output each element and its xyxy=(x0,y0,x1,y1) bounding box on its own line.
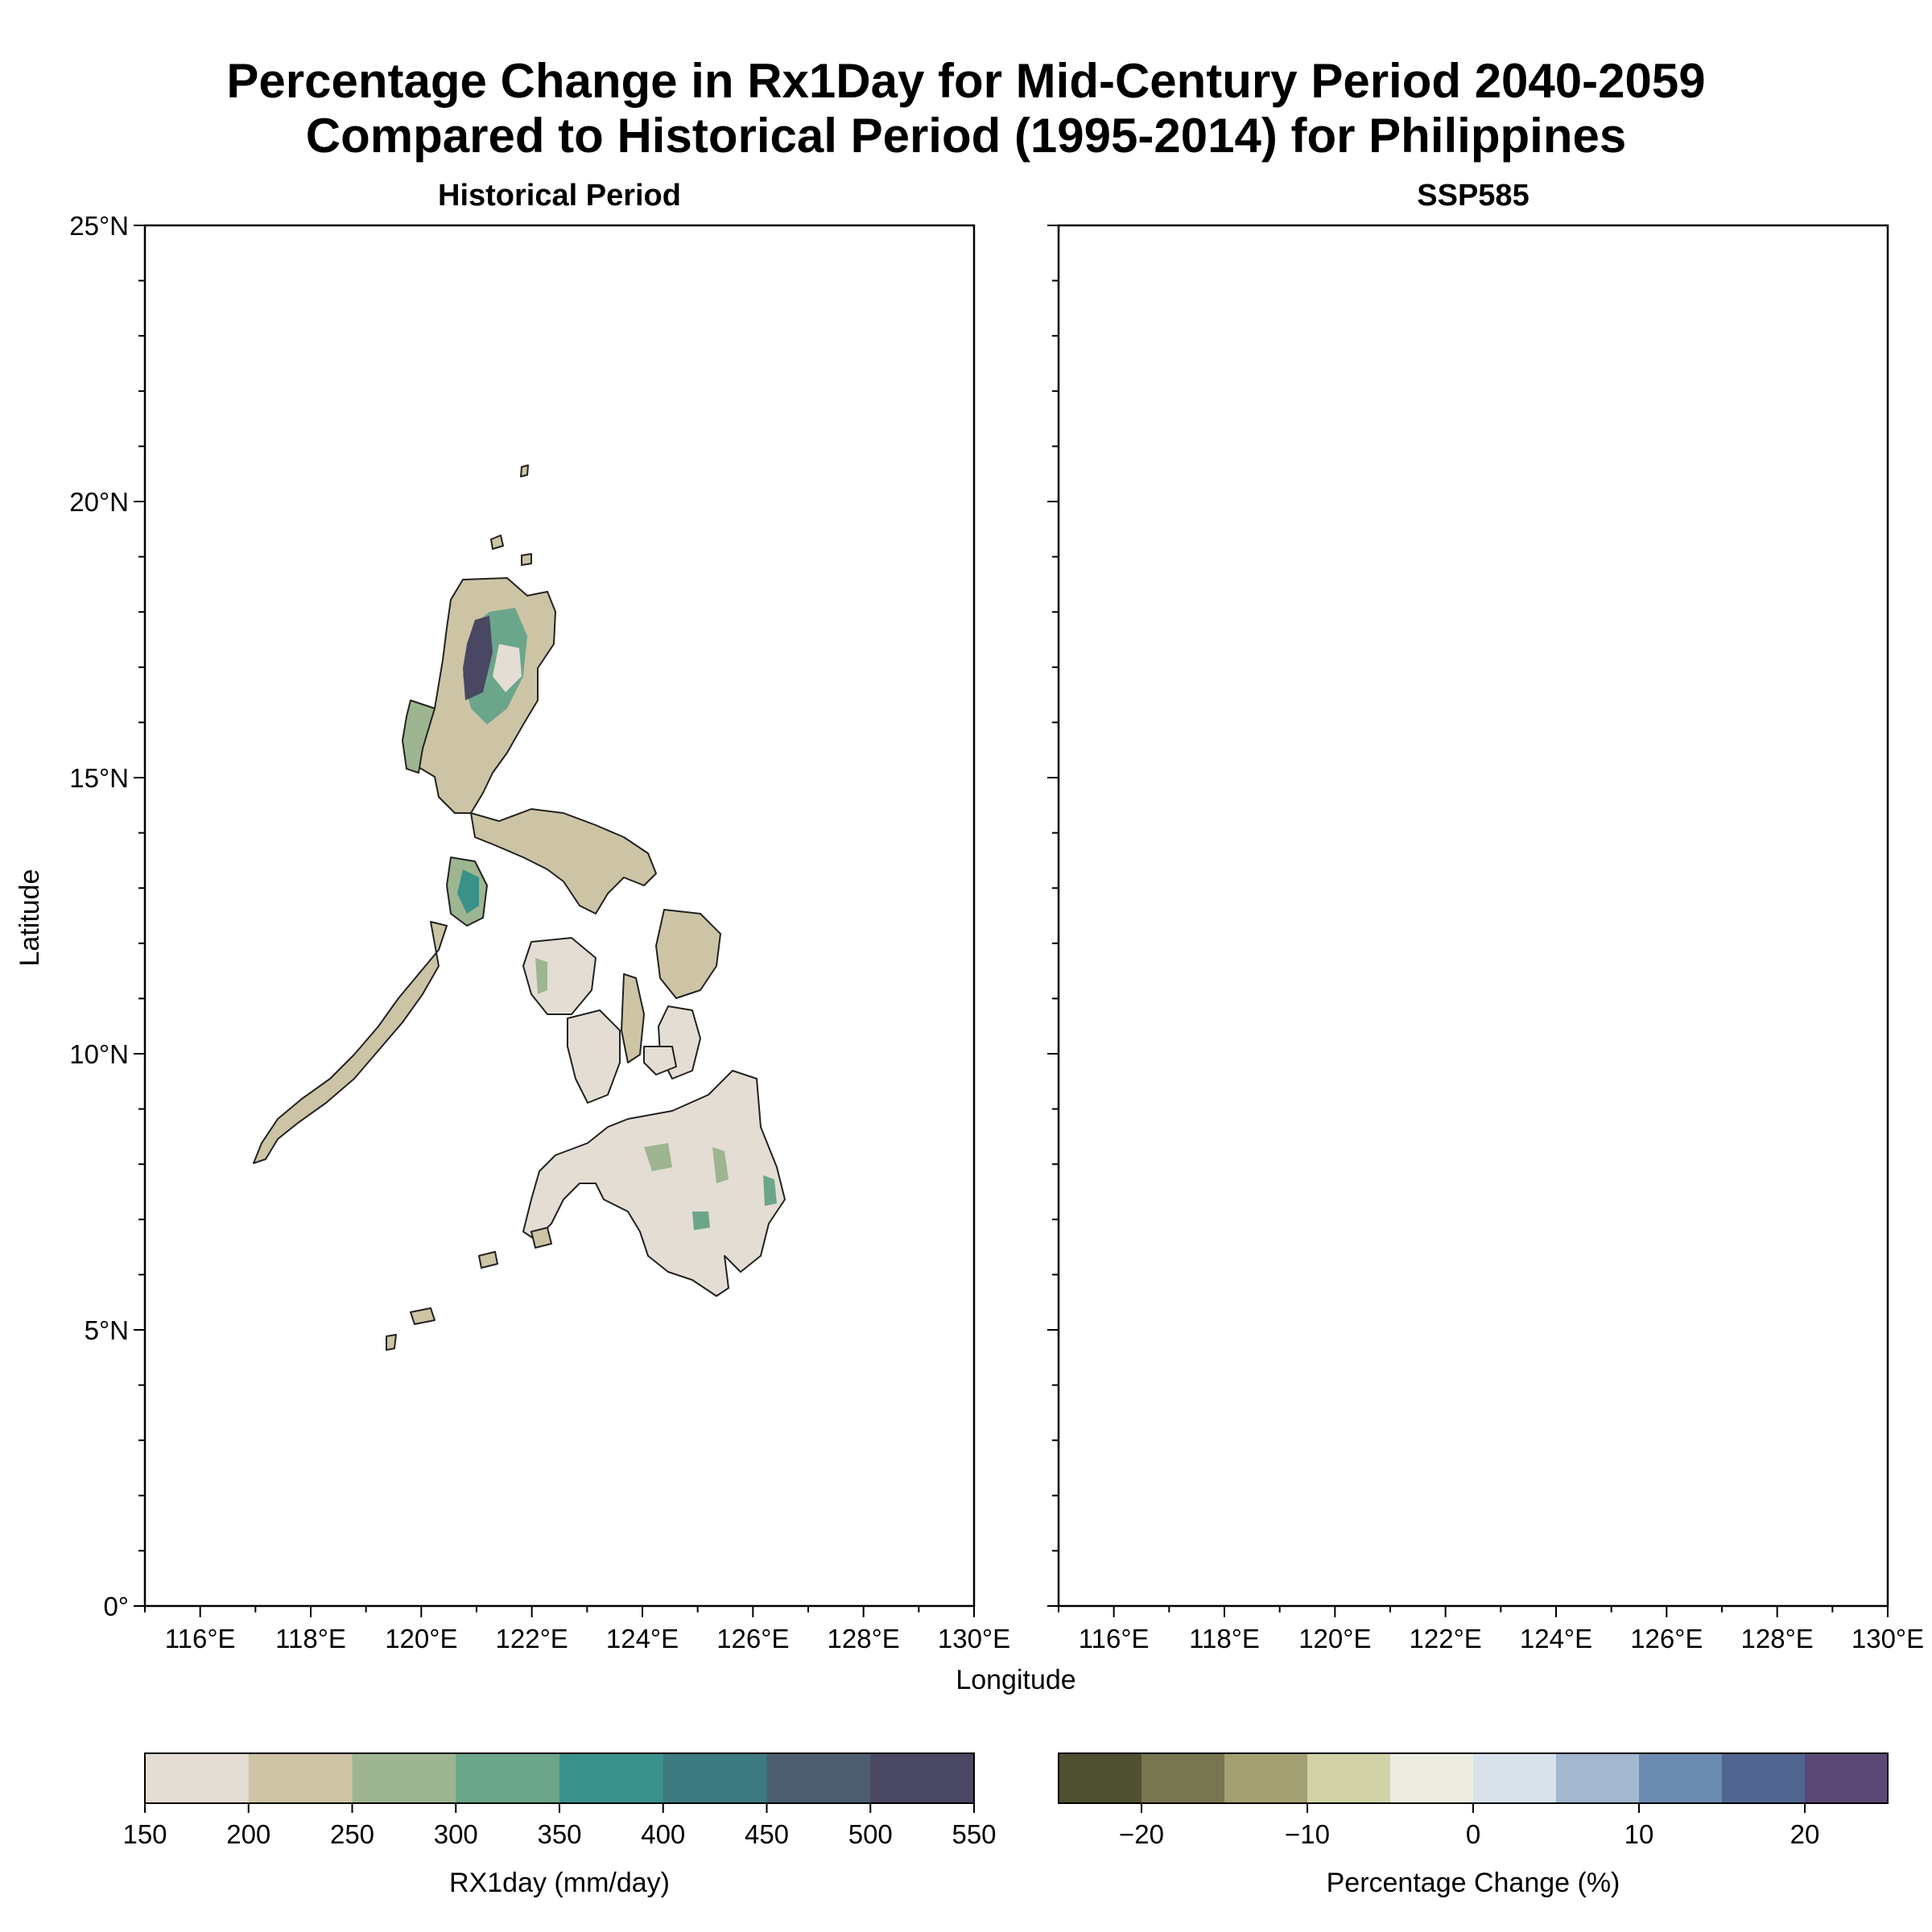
x-tick-label-historical-124: 124°E xyxy=(606,1624,679,1653)
colorbar-rx1day-tick-label-2: 250 xyxy=(330,1819,374,1849)
x-tick-label-historical-122: 122°E xyxy=(496,1624,568,1653)
colorbar-pct-change-tick-label-2: 0 xyxy=(1466,1819,1480,1849)
x-tick-label-ssp585-130: 130°E xyxy=(1852,1624,1924,1653)
y-tick-label-15: 15°N xyxy=(69,763,129,793)
colorbar-rx1day-label: RX1day (mm/day) xyxy=(449,1868,670,1898)
colorbar-rx1day-tick-label-8: 550 xyxy=(952,1819,996,1849)
x-tick-label-historical-130: 130°E xyxy=(938,1624,1010,1653)
x-tick-label-ssp585-128: 128°E xyxy=(1741,1624,1814,1653)
y-tick-label-10: 10°N xyxy=(69,1039,129,1069)
colorbar-pct-change-tick-label-4: 20 xyxy=(1790,1819,1820,1849)
colorbar-rx1day-swatch-3 xyxy=(456,1753,560,1803)
panel-title-ssp585: SSP585 xyxy=(1417,179,1530,213)
colorbar-pct-change-swatch-2 xyxy=(1224,1753,1308,1803)
y-axis-label: Latitude xyxy=(14,869,45,967)
colorbar-rx1day-swatch-7 xyxy=(870,1753,975,1803)
ssp585-axes-frame xyxy=(1057,224,1889,1608)
x-tick-label-historical-118: 118°E xyxy=(275,1624,346,1653)
colorbar-rx1day-tick-label-5: 400 xyxy=(641,1819,685,1849)
colorbar-pct-change-tick-label-3: 10 xyxy=(1624,1819,1654,1849)
y-tick-label-0: 0° xyxy=(103,1591,129,1621)
panel-title-historical: Historical Period xyxy=(438,179,681,213)
historical-axes-frame xyxy=(143,224,976,1608)
colorbar-rx1day-tick-label-3: 300 xyxy=(434,1819,478,1849)
ssp585-map xyxy=(1167,465,1699,1350)
y-tick-label-20: 20°N xyxy=(69,487,129,517)
colorbar-rx1day-tick-label-1: 200 xyxy=(226,1819,270,1849)
x-tick-label-historical-128: 128°E xyxy=(828,1624,900,1653)
historical-map xyxy=(253,464,786,1351)
colorbar-pct-change-swatch-1 xyxy=(1141,1753,1225,1803)
colorbar-pct-change-swatch-6 xyxy=(1556,1753,1640,1803)
colorbar-pct-change-swatch-9 xyxy=(1805,1753,1889,1803)
x-tick-label-historical-126: 126°E xyxy=(716,1624,789,1653)
x-tick-label-ssp585-126: 126°E xyxy=(1630,1624,1703,1653)
colorbar-rx1day-swatch-1 xyxy=(248,1753,353,1803)
philippines-landmass-ssp585 xyxy=(1167,465,1699,1350)
colorbar-pct-change-swatch-0 xyxy=(1059,1753,1142,1803)
philippines-landmass-historical xyxy=(253,464,786,1351)
colorbar-rx1day-swatch-6 xyxy=(766,1753,871,1803)
colorbar-rx1day-tick-label-6: 450 xyxy=(745,1819,789,1849)
colorbar-rx1day-swatch-4 xyxy=(559,1753,664,1803)
colorbar-pct-change-swatch-7 xyxy=(1639,1753,1723,1803)
x-tick-label-historical-120: 120°E xyxy=(385,1624,457,1653)
x-axis-label: Longitude xyxy=(956,1665,1075,1695)
y-tick-label-5: 5°N xyxy=(85,1315,129,1345)
colorbar-rx1day-tick-label-0: 150 xyxy=(122,1819,167,1849)
x-tick-label-ssp585-116: 116°E xyxy=(1079,1624,1150,1653)
x-tick-label-historical-116: 116°E xyxy=(165,1624,236,1653)
colorbar-pct-change-swatch-5 xyxy=(1473,1753,1557,1803)
figure-title-line1: Percentage Change in Rx1Day for Mid-Cent… xyxy=(226,54,1706,108)
colorbar-pct-change-tick-label-1: −10 xyxy=(1285,1819,1330,1849)
colorbar-rx1day-swatch-0 xyxy=(145,1753,250,1803)
figure-title-line2: Compared to Historical Period (1995-2014… xyxy=(305,109,1627,163)
colorbar-rx1day-swatch-5 xyxy=(663,1753,767,1803)
colorbar-pct-change-tick-label-0: −20 xyxy=(1119,1819,1164,1849)
colorbar-pct-change-label: Percentage Change (%) xyxy=(1327,1868,1620,1898)
colorbar-pct-change-swatch-8 xyxy=(1722,1753,1806,1803)
colorbar-pct-change-swatch-3 xyxy=(1307,1753,1391,1803)
y-tick-label-25: 25°N xyxy=(69,211,129,241)
x-tick-label-ssp585-120: 120°E xyxy=(1298,1624,1371,1653)
colorbar-rx1day-tick-label-7: 500 xyxy=(848,1819,893,1849)
colorbar-pct-change-swatch-4 xyxy=(1390,1753,1474,1803)
x-tick-label-ssp585-122: 122°E xyxy=(1410,1624,1482,1653)
colorbar-rx1day-swatch-2 xyxy=(352,1753,456,1803)
x-tick-label-ssp585-124: 124°E xyxy=(1520,1624,1592,1653)
x-tick-label-ssp585-118: 118°E xyxy=(1189,1624,1260,1653)
colorbar-rx1day-tick-label-4: 350 xyxy=(537,1819,581,1849)
